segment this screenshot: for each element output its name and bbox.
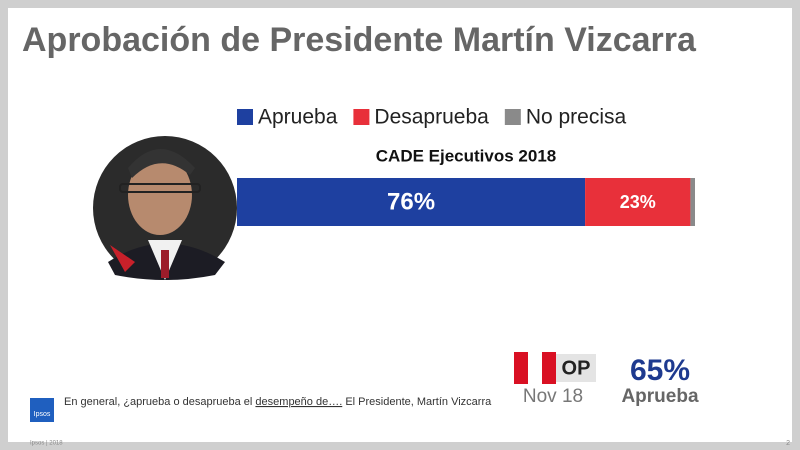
legend-label: Aprueba (258, 106, 338, 129)
footnote-part: El Presidente, Martín Vizcarra (342, 396, 492, 408)
op-box (556, 354, 596, 382)
portrait-face (128, 155, 192, 235)
slide-title: Aprobación de Presidente Martín Vizcarra (22, 21, 697, 59)
value-label: 76% (387, 188, 435, 215)
flag-stripe (528, 352, 542, 384)
logo: Ipsos (34, 411, 51, 418)
bar-segment (585, 178, 691, 226)
legend-label: No precisa (526, 106, 627, 129)
category-label: CADE Ejecutivos 2018 (376, 146, 556, 165)
bar-segment (690, 178, 695, 226)
portrait-sash (110, 245, 135, 272)
flag-stripe (542, 352, 556, 384)
page-number: 2 (786, 440, 790, 447)
footnote-part: En general, ¿aprueba o desaprueba el (64, 396, 255, 408)
portrait (93, 136, 237, 280)
op-label: OP (562, 357, 591, 379)
portrait-glasses (119, 183, 201, 193)
op-value: 65% (630, 354, 690, 387)
legend-swatch (353, 109, 370, 125)
footnote: En general, ¿aprueba o desaprueba el des… (64, 396, 492, 408)
legend-label: Desaprueba (374, 106, 489, 129)
logo-box (30, 398, 54, 422)
legend-swatch (237, 109, 253, 125)
flag-stripe (514, 352, 528, 384)
portrait-tie (161, 250, 169, 278)
legend-swatch (504, 109, 521, 125)
op-caption: Aprueba (621, 386, 699, 407)
bar-segment (237, 178, 586, 226)
op-date: Nov 18 (523, 386, 583, 407)
peru-flag (514, 352, 556, 384)
portrait-hair (128, 149, 195, 178)
value-label: 23% (620, 192, 656, 212)
footer: Ipsos | 2018 (30, 441, 63, 447)
footnote-part: desempeño de…. (255, 396, 342, 408)
